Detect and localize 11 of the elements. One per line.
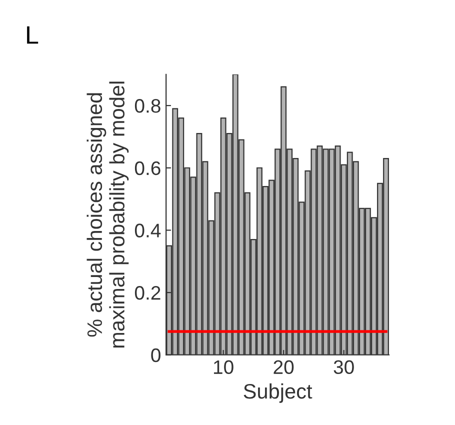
- y-axis-title: % actual choices assigned maximal probability by model: [86, 82, 129, 348]
- x-tick-label: 10: [214, 360, 234, 374]
- y-tick-label: 0.8: [134, 99, 160, 113]
- y-tick-label: 0.4: [134, 224, 161, 238]
- y-tick-label: 0.2: [134, 286, 160, 300]
- text: L: [27, 26, 38, 44]
- y-tick-label: 0.6: [134, 161, 160, 176]
- x-tick-label: 20: [274, 360, 294, 374]
- y-tick-label: 0: [151, 348, 160, 362]
- x-axis-title: Subject: [244, 383, 312, 403]
- x-tick-label: 30: [334, 360, 354, 374]
